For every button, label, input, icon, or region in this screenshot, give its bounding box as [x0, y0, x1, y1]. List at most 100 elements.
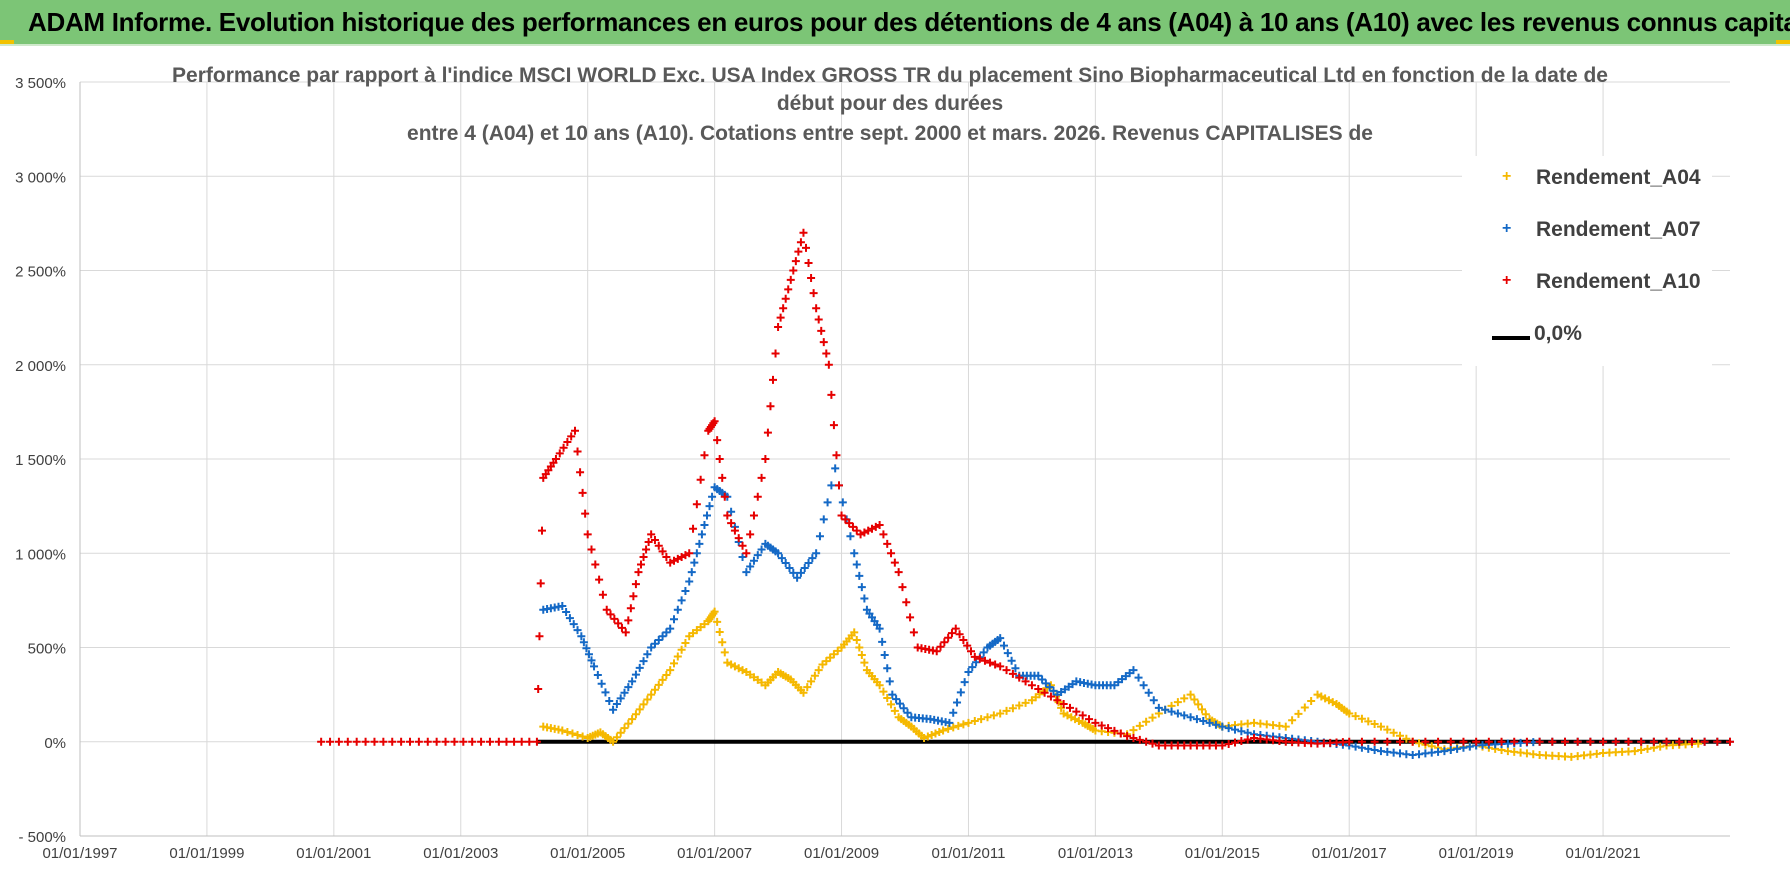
- data-point: [1357, 714, 1366, 723]
- data-point: [956, 688, 965, 697]
- data-point: [677, 596, 686, 605]
- data-point: [647, 690, 656, 699]
- y-tick-label: 1 000%: [15, 546, 66, 563]
- data-point: [935, 727, 944, 736]
- data-point: [1040, 688, 1049, 697]
- data-point: [459, 737, 468, 746]
- data-point: [1231, 738, 1239, 747]
- data-point: [841, 515, 850, 524]
- data-point: [887, 700, 896, 709]
- data-point: [477, 737, 486, 746]
- data-point: [1535, 737, 1544, 746]
- data-point: [955, 630, 964, 639]
- data-point: [673, 605, 682, 614]
- data-point: [705, 502, 714, 511]
- data-point: [534, 684, 543, 693]
- data-point: [1599, 737, 1608, 746]
- legend-line-zero: [1492, 336, 1530, 340]
- data-point: [317, 737, 326, 746]
- data-point: [598, 590, 607, 599]
- data-point: [587, 545, 596, 554]
- data-point: [1434, 737, 1443, 746]
- data-point: [1484, 737, 1493, 746]
- data-point: [1142, 737, 1151, 746]
- y-tick-label: 1 500%: [15, 452, 66, 469]
- data-point: [406, 737, 414, 746]
- data-point: [880, 651, 889, 660]
- data-point: [831, 464, 840, 473]
- data-point: [1144, 688, 1153, 697]
- data-point: [949, 708, 958, 717]
- data-point: [685, 577, 694, 586]
- data-point: [468, 737, 477, 746]
- banner-title: ADAM Informe. Evolution historique des p…: [28, 7, 1790, 37]
- data-point: [388, 737, 397, 746]
- banner-corner-right: [1776, 40, 1790, 44]
- data-point: [573, 730, 582, 739]
- data-point: [837, 511, 846, 520]
- data-point: [879, 687, 888, 696]
- data-point: [1281, 722, 1290, 731]
- data-point: [577, 632, 586, 641]
- data-point: [749, 511, 758, 520]
- data-point: [583, 530, 592, 539]
- data-point: [936, 642, 945, 651]
- data-point: [1059, 700, 1068, 709]
- data-point: [977, 715, 986, 724]
- data-point: [959, 635, 968, 644]
- data-point: [584, 650, 593, 659]
- data-point: [658, 547, 667, 556]
- data-point: [1110, 726, 1119, 735]
- data-point: [1097, 721, 1106, 730]
- data-point: [846, 532, 855, 541]
- data-point: [1370, 737, 1379, 746]
- series-a10: [317, 228, 1734, 750]
- data-point: [824, 360, 833, 369]
- data-point: [727, 507, 736, 516]
- data-point: [697, 530, 706, 539]
- data-point: [629, 592, 638, 601]
- data-point: [1383, 737, 1392, 746]
- y-tick-label: - 500%: [18, 829, 66, 846]
- data-point: [1053, 696, 1062, 705]
- data-point: [960, 678, 969, 687]
- data-point: [687, 568, 696, 577]
- x-tick-label: 01/01/1997: [42, 845, 117, 862]
- data-point: [1190, 695, 1199, 704]
- x-tick-label: 01/01/2011: [931, 845, 1005, 862]
- data-point: [761, 455, 770, 463]
- data-point: [979, 648, 988, 657]
- chart-title: Performance par rapport à l'indice MSCI …: [172, 64, 1608, 145]
- data-point: [1027, 681, 1036, 690]
- data-point: [1446, 746, 1455, 755]
- x-tick-label: 01/01/2007: [677, 845, 752, 862]
- data-point: [1008, 704, 1017, 713]
- data-point: [906, 613, 915, 622]
- data-point: [829, 421, 838, 430]
- data-point: [1370, 746, 1379, 755]
- data-point: [695, 539, 704, 548]
- data-point: [624, 616, 633, 625]
- data-point: [450, 737, 459, 746]
- data-point: [1700, 737, 1709, 746]
- data-point: [689, 524, 698, 533]
- data-point: [810, 671, 819, 680]
- data-point: [809, 289, 818, 298]
- data-point: [647, 643, 656, 652]
- data-point: [601, 688, 610, 697]
- data-point: [986, 658, 995, 667]
- data-point: [789, 568, 798, 577]
- data-point: [1573, 737, 1582, 746]
- data-point: [1078, 711, 1087, 720]
- data-point: [614, 619, 623, 628]
- x-tick-label: 01/01/1999: [169, 845, 244, 862]
- x-tick-label: 01/01/2015: [1185, 845, 1260, 862]
- data-point: [568, 729, 577, 738]
- data-point: [903, 708, 912, 717]
- data-point: [963, 641, 972, 650]
- data-point: [996, 662, 1005, 671]
- data-point: [1357, 737, 1366, 746]
- legend-label-a07: Rendement_A07: [1536, 218, 1701, 241]
- data-point: [1611, 737, 1620, 746]
- data-point: [786, 275, 795, 284]
